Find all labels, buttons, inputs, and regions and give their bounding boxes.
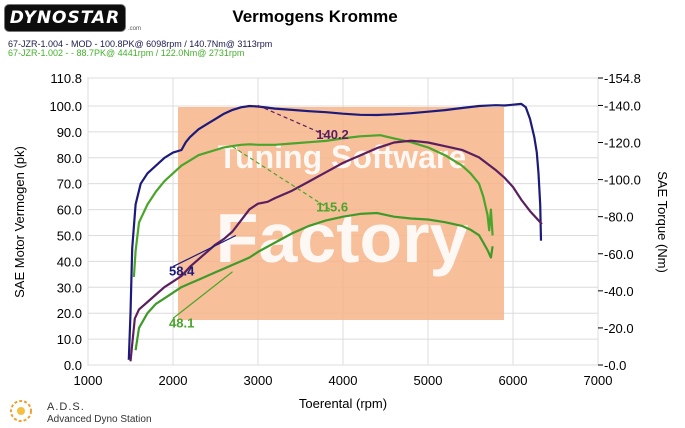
y-left-tick-label: 60.0 xyxy=(57,203,82,218)
y-left-tick-label: 50.0 xyxy=(57,228,82,243)
watermark-panel xyxy=(178,107,504,320)
y-right-tick-label: -154.8 xyxy=(604,71,641,86)
run2-summary: 67-JZR-1.002 - - 88.7PK@ 4441rpm / 122.0… xyxy=(8,48,245,58)
x-tick-label: 4000 xyxy=(329,373,358,388)
ads-subtitle: Advanced Dyno Station xyxy=(47,414,152,425)
marker-label: 48.1 xyxy=(169,315,194,330)
marker-label: 58.4 xyxy=(169,264,195,279)
chart-title: Vermogens Kromme xyxy=(232,7,398,26)
dynostar-logo: DYNOSTAR xyxy=(4,4,126,32)
y-left-tick-label: 10.0 xyxy=(57,332,82,347)
logo-text: DYNOSTAR xyxy=(9,8,121,28)
x-tick-label: 2000 xyxy=(159,373,188,388)
series-layer xyxy=(127,102,543,362)
y-right-tick-label: -120.0 xyxy=(604,136,641,151)
y-left-tick-label: 70.0 xyxy=(57,177,82,192)
x-axis-label: Toerental (rpm) xyxy=(299,396,387,411)
series-line-2 xyxy=(132,134,494,277)
series-line-1 xyxy=(127,102,543,360)
y-left-tick-label: 20.0 xyxy=(57,306,82,321)
y-right-tick-label: -20.0 xyxy=(604,321,634,336)
watermark-line2: Factory xyxy=(216,199,469,277)
y-axis-right-label: SAE Torque (Nm) xyxy=(655,171,670,273)
marker-label: 140.2 xyxy=(316,127,349,142)
y-left-tick-label: 110.8 xyxy=(50,71,82,86)
y-right-tick-label: -60.0 xyxy=(604,247,634,262)
y-left-tick-label: 0.0 xyxy=(64,358,82,373)
logo-sub: .com xyxy=(128,26,142,32)
marker-leader xyxy=(257,104,331,138)
x-tick-label: 1000 xyxy=(74,373,103,388)
y-right-tick-label: -140.0 xyxy=(604,98,641,113)
y-right-tick-label: -100.0 xyxy=(604,173,641,188)
series-line-4 xyxy=(134,211,494,351)
y-left-tick-label: 40.0 xyxy=(57,254,82,269)
x-tick-label: 7000 xyxy=(584,373,613,388)
x-tick-label: 5000 xyxy=(414,373,443,388)
series-line-3 xyxy=(129,139,543,362)
y-right-tick-label: -80.0 xyxy=(604,210,634,225)
y-right-tick-label: -0.0 xyxy=(604,358,626,373)
y-axis-left-label: SAE Motor Vermogen (pk) xyxy=(12,146,27,298)
marker-leader xyxy=(172,271,233,319)
ads-title: A.D.S. xyxy=(47,401,85,413)
run1-summary: 67-JZR-1.004 - MOD - 100.8PK@ 6098rpm / … xyxy=(8,39,273,49)
y-left-tick-label: 80.0 xyxy=(57,151,82,166)
marker-leader xyxy=(172,234,237,268)
x-tick-label: 6000 xyxy=(499,373,528,388)
ads-logo-icon xyxy=(10,400,32,422)
marker-leader xyxy=(232,146,331,211)
y-left-tick-label: 30.0 xyxy=(57,280,82,295)
marker-layer: 140.2 115.6 58.4 48.1 xyxy=(169,104,349,330)
y-left-tick-label: 90.0 xyxy=(57,125,82,140)
tick-labels: 1000 2000 3000 4000 5000 6000 7000 0.0 10.0 20.0 3… xyxy=(49,71,640,388)
y-left-tick-label: 100.0 xyxy=(49,99,82,114)
x-tick-label: 3000 xyxy=(244,373,273,388)
marker-label: 115.6 xyxy=(316,200,348,215)
y-right-tick-label: -40.0 xyxy=(604,284,634,299)
